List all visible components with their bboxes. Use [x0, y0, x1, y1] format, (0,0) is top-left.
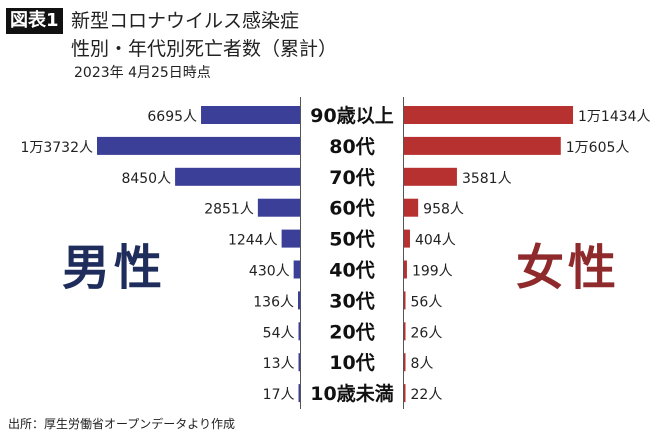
- female-data-label: 22人: [411, 387, 443, 403]
- category-label: 90歳以上: [310, 105, 393, 127]
- male-data-label: 13人: [263, 356, 295, 372]
- male-bar: [97, 136, 300, 155]
- female-bar: [404, 229, 410, 248]
- category-label: 80代: [329, 136, 374, 158]
- male-bar: [257, 198, 300, 217]
- chart-date: 2023年 4月25日時点: [74, 65, 211, 81]
- source-note: 出所：厚生労働省オープンデータより作成: [8, 417, 236, 431]
- female-data-label: 3581人: [462, 171, 512, 187]
- male-bar: [293, 260, 300, 279]
- male-legend-label: 男性: [62, 240, 167, 296]
- male-bar: [298, 384, 300, 403]
- category-label: 50代: [329, 229, 374, 251]
- male-data-label: 430人: [249, 264, 290, 280]
- male-bar: [281, 229, 300, 248]
- female-data-label: 404人: [415, 233, 456, 249]
- male-data-label: 136人: [253, 294, 294, 310]
- category-label: 10代: [329, 352, 374, 374]
- female-bar: [404, 198, 419, 217]
- male-bar: [201, 106, 300, 124]
- female-bar: [404, 291, 406, 310]
- category-label: 10歳未満: [310, 382, 393, 405]
- female-data-label: 1万1434人: [578, 109, 651, 125]
- female-data-label: 1万605人: [566, 140, 630, 156]
- female-data-label: 199人: [412, 264, 453, 280]
- female-bar: [404, 322, 406, 341]
- female-bar: [404, 384, 406, 403]
- female-data-label: 8人: [411, 356, 434, 372]
- male-data-label: 1万3732人: [20, 140, 93, 156]
- category-label: 30代: [329, 290, 374, 312]
- chart-title: 新型コロナウイルス感染症: [71, 10, 300, 32]
- category-label: 60代: [329, 198, 374, 220]
- category-label: 20代: [329, 321, 374, 343]
- female-data-label: 26人: [411, 325, 443, 341]
- male-bar: [298, 322, 300, 341]
- male-data-label: 1244人: [228, 233, 278, 249]
- female-bar: [404, 260, 407, 279]
- male-bar: [175, 167, 300, 186]
- female-axis-line: [403, 97, 404, 409]
- male-data-label: 54人: [263, 325, 295, 341]
- male-axis-line: [300, 97, 301, 409]
- category-label: 40代: [329, 260, 374, 282]
- chart-subtitle: 性別・年代別死亡者数（累計）: [71, 38, 338, 60]
- figure-badge: 図表1: [6, 8, 63, 34]
- female-bar: [404, 106, 574, 124]
- female-bar: [404, 353, 406, 372]
- male-bar: [298, 353, 300, 372]
- male-data-label: 2851人: [204, 202, 254, 218]
- female-bar: [404, 136, 561, 155]
- female-data-label: 56人: [411, 294, 443, 310]
- male-data-label: 8450人: [121, 171, 171, 187]
- female-data-label: 958人: [423, 202, 464, 218]
- female-bar: [404, 167, 457, 186]
- female-legend-label: 女性: [516, 240, 621, 296]
- male-bar: [297, 291, 300, 310]
- male-data-label: 6695人: [147, 109, 197, 125]
- category-label: 70代: [329, 167, 374, 189]
- male-data-label: 17人: [263, 387, 295, 403]
